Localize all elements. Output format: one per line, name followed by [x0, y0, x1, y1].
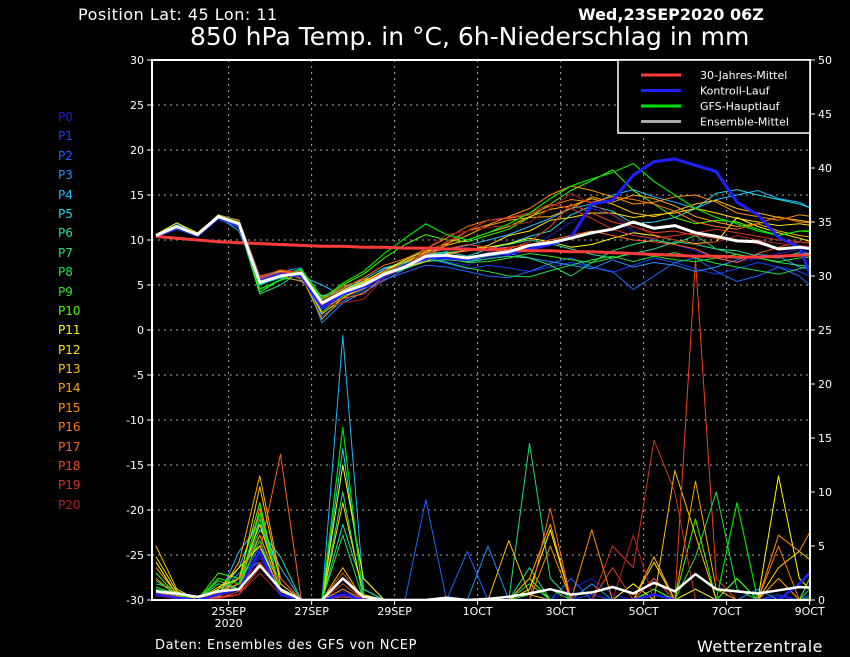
member-label-p8: P8 — [58, 265, 73, 280]
y-left-tick-label: 10 — [130, 234, 144, 247]
member-label-p12: P12 — [58, 342, 81, 357]
y-left-tick-label: -15 — [126, 459, 144, 472]
y-left-tick-label: 30 — [130, 54, 144, 67]
y-left-tick-label: 5 — [137, 279, 144, 292]
member-label-p19: P19 — [58, 478, 81, 493]
x-tick-sublabel: 2020 — [215, 617, 243, 630]
x-tick-label: 27SEP — [294, 605, 329, 618]
y-left-tick-label: 25 — [130, 99, 144, 112]
y-left-tick-label: -20 — [126, 504, 144, 517]
member-label-p20: P20 — [58, 497, 81, 512]
temp-line-p7 — [155, 216, 810, 306]
member-label-p18: P18 — [58, 459, 81, 474]
member-label-p4: P4 — [58, 187, 73, 202]
y-right-tick-label: 0 — [818, 594, 825, 607]
member-label-p11: P11 — [58, 323, 81, 338]
legend: 30-Jahres-Mittel Kontroll-Lauf GFS-Hauptla… — [617, 59, 811, 134]
precip-line-p17 — [155, 453, 810, 600]
y-left-tick-label: -30 — [126, 594, 144, 607]
y-right-tick-label: 20 — [818, 378, 832, 391]
precip-line-p0 — [155, 556, 810, 600]
temp-line-p19 — [155, 203, 810, 302]
legend-label: Ensemble-Mittel — [700, 116, 789, 129]
temp-line-p16 — [155, 196, 810, 300]
y-right-tick-label: 50 — [818, 54, 832, 67]
member-label-p2: P2 — [58, 148, 73, 163]
y-right-tick-label: 35 — [818, 216, 832, 229]
x-tick-label: 3OCT — [546, 605, 576, 618]
temp-line-p15 — [155, 185, 810, 299]
y-right-tick-label: 30 — [818, 270, 832, 283]
precip-line-p11 — [155, 464, 810, 600]
data-source: Daten: Ensembles des GFS von NCEP — [155, 638, 418, 653]
plot-frame — [151, 59, 811, 601]
precip-line-ensemble-mean — [155, 564, 810, 600]
member-label-p7: P7 — [58, 245, 73, 260]
y-right-tick-label: 25 — [818, 324, 832, 337]
y-left-tick-label: -10 — [126, 414, 144, 427]
x-tick-label: 7OCT — [712, 605, 742, 618]
y-left-tick-label: 20 — [130, 144, 144, 157]
member-label-p10: P10 — [58, 303, 81, 318]
x-tick-label: 9OCT — [795, 605, 825, 618]
precip-line-p8 — [155, 491, 810, 600]
x-tick-label: 1OCT — [463, 605, 493, 618]
brand-label: Wetterzentrale — [697, 637, 824, 656]
run-date: Wed,23SEP2020 06Z — [578, 5, 764, 24]
series-layer — [155, 157, 810, 600]
position-label: Position Lat: 45 Lon: 11 — [78, 5, 278, 24]
precip-line-p14 — [155, 475, 810, 600]
precip-line-control — [155, 550, 810, 600]
member-label-p1: P1 — [58, 129, 73, 144]
temp-line-p3 — [155, 214, 810, 324]
y-right-tick-label: 15 — [818, 432, 832, 445]
temp-line-gfs — [155, 162, 810, 300]
member-label-p13: P13 — [58, 362, 81, 377]
y-right-tick-label: 10 — [818, 486, 832, 499]
member-label-p17: P17 — [58, 439, 81, 454]
precip-line-p12 — [155, 502, 810, 600]
temp-line-p1 — [155, 215, 810, 299]
legend-label: 30-Jahres-Mittel — [700, 69, 787, 82]
y-left-tick-label: -25 — [126, 549, 144, 562]
member-label-p3: P3 — [58, 168, 73, 183]
temp-line-p18 — [155, 203, 810, 306]
y-right-tick-label: 45 — [818, 108, 832, 121]
precip-line-p10 — [155, 502, 810, 600]
member-label-p16: P16 — [58, 420, 81, 435]
legend-label: GFS-Hauptlauf — [700, 100, 781, 113]
temp-line-p10 — [155, 169, 810, 299]
member-label-p9: P9 — [58, 284, 73, 299]
member-list: P0 P1 P2 P3 P4 P5 P6 P7 P8 P9 P10 P11 P12 P13 P14 P15 P1… — [58, 108, 81, 515]
legend-label: Kontroll-Lauf — [700, 85, 771, 98]
x-tick-label: 5OCT — [629, 605, 659, 618]
y-left-tick-label: 15 — [130, 189, 144, 202]
y-left-tick-label: -5 — [133, 369, 144, 382]
y-left-tick-label: 0 — [137, 324, 144, 337]
x-tick-label: 29SEP — [377, 605, 412, 618]
member-label-p15: P15 — [58, 400, 81, 415]
precip-line-p20 — [155, 534, 810, 600]
x-tick-label: 25SEP — [211, 605, 246, 618]
chart-title: 850 hPa Temp. in °C, 6h-Niederschlag in … — [190, 22, 750, 51]
member-label-p6: P6 — [58, 226, 73, 241]
precip-line-gfs — [155, 426, 810, 600]
y-right-tick-label: 40 — [818, 162, 832, 175]
precip-line-p7 — [155, 442, 810, 600]
member-label-p0: P0 — [58, 110, 73, 124]
temp-line-climatology — [155, 234, 810, 259]
precip-line-p19 — [155, 439, 810, 600]
temp-line-ensemble-mean — [155, 215, 810, 305]
member-label-p14: P14 — [58, 381, 81, 396]
member-label-p5: P5 — [58, 206, 73, 221]
legend-box — [617, 59, 811, 134]
y-right-tick-label: 5 — [818, 540, 825, 553]
precip-line-p15 — [155, 529, 810, 600]
